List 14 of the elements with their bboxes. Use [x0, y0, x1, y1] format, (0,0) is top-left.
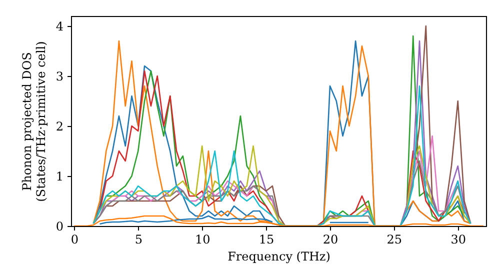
y-axis-title: Phonon projected DOS (States/THz·primitive cell) [20, 41, 48, 202]
x-axis-title: Frequency (THz) [228, 250, 330, 264]
y-tick-label: 0 [56, 220, 64, 234]
y-tick-label: 2 [56, 120, 64, 134]
y-tick-label: 3 [56, 70, 64, 84]
x-tick-label: 25 [386, 232, 402, 246]
x-tick-label: 30 [450, 232, 466, 246]
y-tick-label: 4 [56, 20, 64, 34]
x-tick-label: 10 [194, 232, 210, 246]
x-tick-label: 5 [134, 232, 142, 246]
x-tick-label: 15 [258, 232, 274, 246]
x-tick-label: 0 [70, 232, 79, 246]
y-tick-label: 1 [56, 170, 64, 184]
x-tick-label: 20 [322, 232, 338, 246]
